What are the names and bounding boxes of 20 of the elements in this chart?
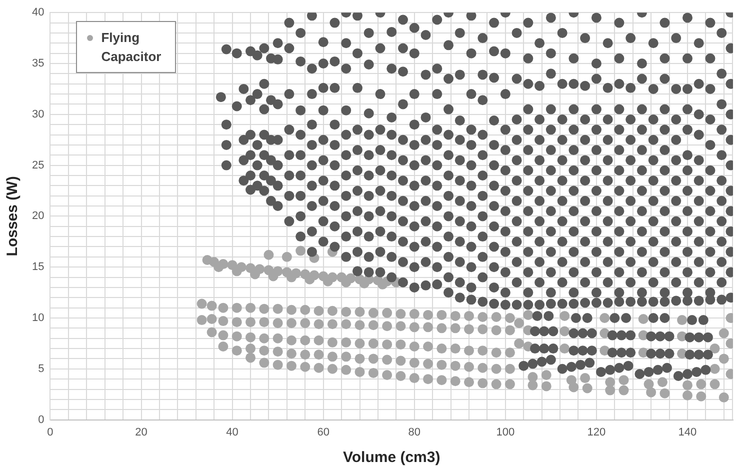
y-tick-label: 30 [32, 108, 44, 120]
legend-label: Flying Capacitor [101, 28, 162, 66]
x-tick-label: 40 [226, 426, 238, 438]
y-tick-label: 10 [32, 312, 44, 324]
y-tick-label: 35 [32, 58, 44, 70]
x-axis-title: Volume (cm3) [342, 449, 440, 466]
x-tick-label: 20 [135, 426, 148, 438]
y-tick-label: 5 [38, 362, 44, 375]
x-tick-label: 120 [587, 426, 606, 438]
y-axis-title: Losses (W) [4, 176, 22, 256]
x-tick-label: 140 [678, 426, 697, 438]
y-tick-label: 15 [32, 261, 44, 274]
x-tick-label: 0 [47, 426, 54, 438]
y-tick-label: 20 [32, 210, 44, 222]
x-tick-label: 60 [317, 426, 330, 438]
y-tick-label: 25 [32, 159, 44, 172]
y-tick-label: 40 [32, 6, 44, 19]
x-tick-label: 100 [496, 426, 515, 438]
x-tick-label: 80 [408, 426, 420, 438]
y-tick-label: 0 [38, 414, 44, 426]
